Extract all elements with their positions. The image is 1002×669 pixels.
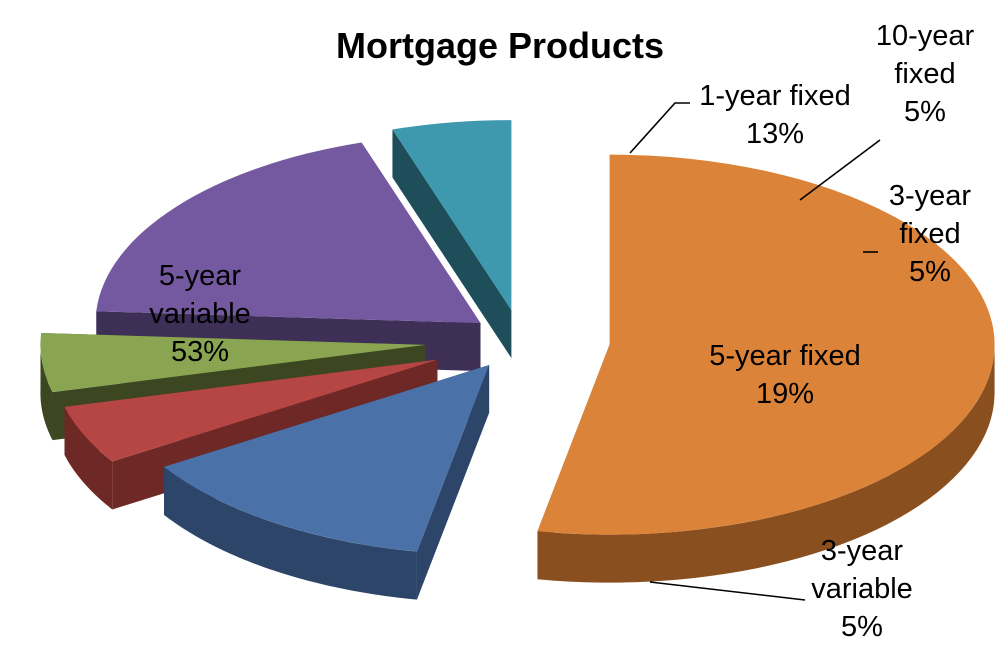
- slice-outer-wall-5-year-variable: [537, 346, 995, 583]
- data-label-5-year-fixed: 5-year fixed 19%: [709, 340, 861, 410]
- slices-group: [40, 120, 995, 600]
- leader-line-10-year-fixed: [799, 139, 881, 201]
- slice-top-1-year-fixed: [164, 365, 490, 552]
- slice-top-3-year-variable: [392, 120, 512, 311]
- leader-line-1-year-fixed: [629, 102, 690, 154]
- data-label-5-year-variable: 5-year variable 53%: [149, 260, 251, 368]
- slice-outer-wall-3-year-fixed: [40, 341, 53, 441]
- slice-wall-1-year-fixed-0: [416, 365, 490, 600]
- slice-outer-wall-1-year-fixed: [164, 466, 417, 600]
- leader-lines: [629, 102, 881, 601]
- slice-1-year-fixed: [164, 365, 490, 600]
- slice-3-year-variable: [392, 120, 512, 359]
- leader-line-3-year-variable: [649, 581, 806, 601]
- slice-5-year-variable: [537, 154, 995, 583]
- data-label-10-year-fixed: 10-year fixed 5%: [876, 20, 975, 128]
- slice-wall-3-year-variable-0: [392, 129, 512, 359]
- slice-top-5-year-fixed: [96, 142, 481, 324]
- chart-title: Mortgage Products: [336, 25, 664, 66]
- slice-top-10-year-fixed: [64, 359, 438, 462]
- data-label-3-year-fixed: 3-year fixed 5%: [889, 180, 972, 288]
- data-label-1-year-fixed: 1-year fixed 13%: [699, 80, 851, 150]
- slice-top-3-year-fixed: [40, 332, 426, 393]
- slice-top-5-year-variable: [537, 154, 995, 535]
- slice-labels: 5-year variable 53% 1-year fixed 13% 10-year f…: [149, 20, 974, 643]
- data-label-3-year-variable: 3-year variable 5%: [811, 535, 913, 643]
- slice-outer-wall-10-year-fixed: [64, 406, 113, 510]
